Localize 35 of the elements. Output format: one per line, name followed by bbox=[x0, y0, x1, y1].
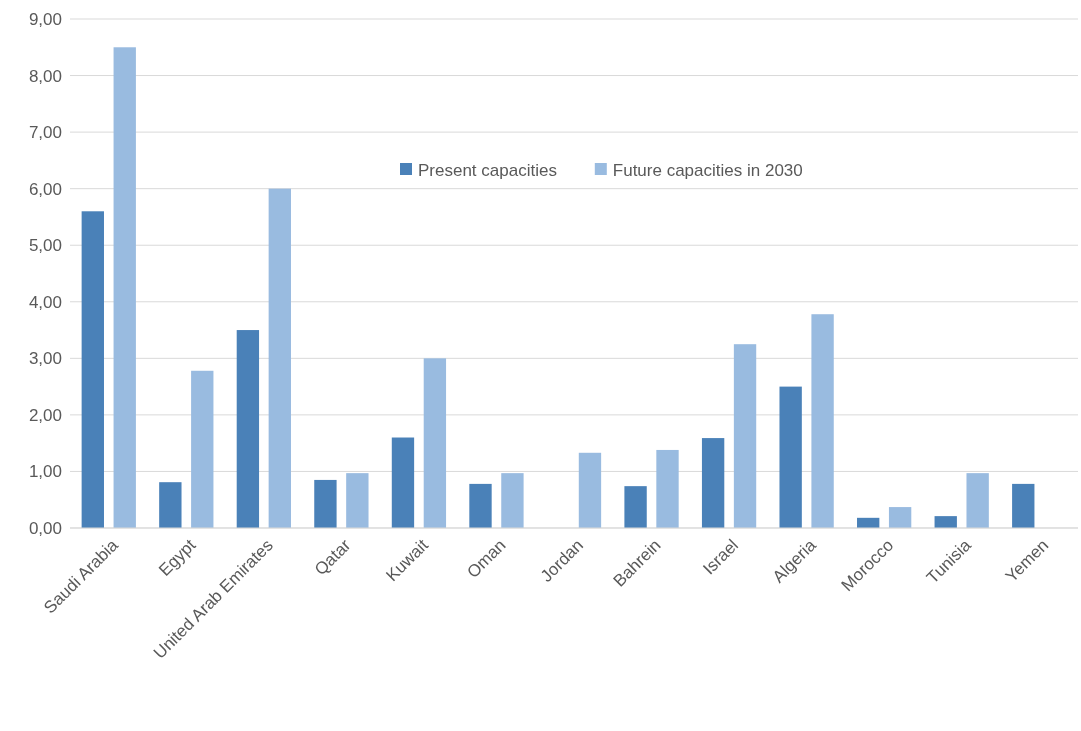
bar bbox=[779, 386, 802, 528]
bar bbox=[346, 473, 369, 528]
legend-label: Present capacities bbox=[418, 160, 557, 180]
bar bbox=[966, 473, 989, 528]
y-tick-label: 0,00 bbox=[28, 518, 62, 538]
bar bbox=[656, 449, 679, 528]
y-tick-label: 5,00 bbox=[28, 236, 62, 256]
bar bbox=[423, 358, 447, 528]
y-tick-label: 7,00 bbox=[28, 123, 62, 143]
y-tick-label: 3,00 bbox=[28, 349, 62, 369]
bar bbox=[811, 314, 834, 528]
bar bbox=[578, 452, 602, 528]
bar bbox=[236, 330, 260, 528]
bar bbox=[934, 516, 957, 528]
bar bbox=[1012, 483, 1035, 528]
bar bbox=[113, 47, 136, 528]
y-tick-label: 9,00 bbox=[28, 9, 62, 29]
bar bbox=[268, 188, 291, 528]
bar bbox=[624, 486, 647, 528]
bar bbox=[501, 473, 524, 528]
y-tick-label: 1,00 bbox=[28, 462, 62, 482]
y-tick-label: 4,00 bbox=[28, 292, 62, 312]
bar bbox=[469, 483, 492, 528]
bar bbox=[888, 507, 912, 528]
y-tick-label: 6,00 bbox=[28, 179, 62, 199]
bar bbox=[159, 482, 182, 528]
bar bbox=[391, 437, 415, 528]
bar bbox=[701, 438, 725, 528]
y-tick-label: 2,00 bbox=[28, 405, 62, 425]
bar bbox=[314, 479, 337, 528]
bar bbox=[733, 344, 757, 528]
legend-label: Future capacities in 2030 bbox=[612, 160, 803, 180]
bar bbox=[191, 370, 214, 528]
bar bbox=[81, 211, 104, 528]
y-tick-label: 8,00 bbox=[28, 66, 62, 86]
